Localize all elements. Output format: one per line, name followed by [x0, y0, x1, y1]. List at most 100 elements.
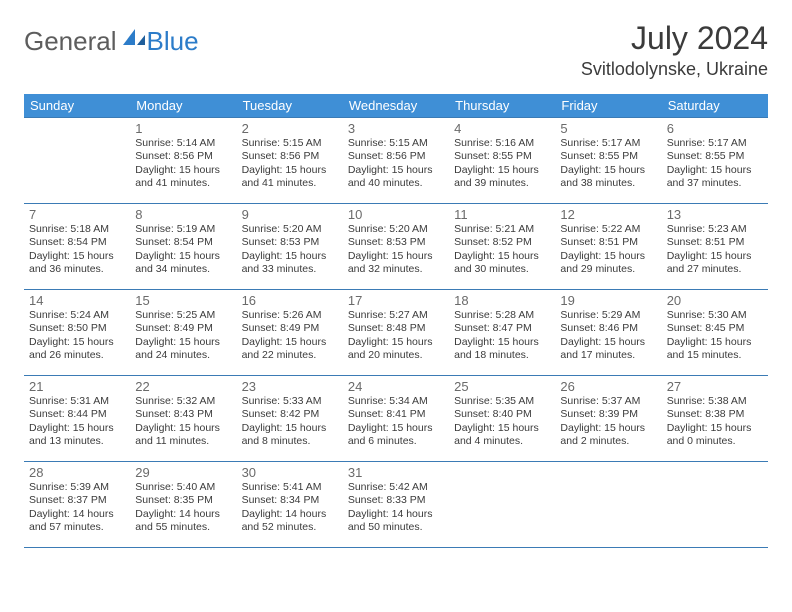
info-line: Daylight: 15 hours — [135, 422, 231, 435]
info-line: Sunrise: 5:42 AM — [348, 481, 444, 494]
day-number: 23 — [242, 379, 338, 394]
info-line: Daylight: 15 hours — [560, 422, 656, 435]
calendar-cell: 20Sunrise: 5:30 AMSunset: 8:45 PMDayligh… — [662, 290, 768, 376]
info-line: Daylight: 15 hours — [135, 250, 231, 263]
info-line: Sunrise: 5:31 AM — [29, 395, 125, 408]
info-line: Sunset: 8:52 PM — [454, 236, 550, 249]
info-line: Sunrise: 5:41 AM — [242, 481, 338, 494]
calendar-cell: 24Sunrise: 5:34 AMSunset: 8:41 PMDayligh… — [343, 376, 449, 462]
info-line: and 41 minutes. — [135, 177, 231, 190]
calendar-cell — [555, 462, 661, 548]
info-line: Sunrise: 5:30 AM — [667, 309, 763, 322]
calendar-table: Sunday Monday Tuesday Wednesday Thursday… — [24, 94, 768, 548]
title-block: July 2024 Svitlodolynske, Ukraine — [581, 20, 768, 80]
weekday-header-row: Sunday Monday Tuesday Wednesday Thursday… — [24, 94, 768, 118]
info-line: and 24 minutes. — [135, 349, 231, 362]
info-line: Sunrise: 5:14 AM — [135, 137, 231, 150]
weekday-header: Saturday — [662, 94, 768, 118]
day-number: 17 — [348, 293, 444, 308]
day-info: Sunrise: 5:23 AMSunset: 8:51 PMDaylight:… — [667, 223, 763, 277]
info-line: and 6 minutes. — [348, 435, 444, 448]
month-title: July 2024 — [581, 20, 768, 57]
info-line: Sunset: 8:34 PM — [242, 494, 338, 507]
info-line: and 26 minutes. — [29, 349, 125, 362]
info-line: Sunrise: 5:19 AM — [135, 223, 231, 236]
calendar-cell: 22Sunrise: 5:32 AMSunset: 8:43 PMDayligh… — [130, 376, 236, 462]
info-line: and 27 minutes. — [667, 263, 763, 276]
day-info: Sunrise: 5:27 AMSunset: 8:48 PMDaylight:… — [348, 309, 444, 363]
info-line: Sunset: 8:35 PM — [135, 494, 231, 507]
day-info: Sunrise: 5:26 AMSunset: 8:49 PMDaylight:… — [242, 309, 338, 363]
day-number: 1 — [135, 121, 231, 136]
calendar-cell: 27Sunrise: 5:38 AMSunset: 8:38 PMDayligh… — [662, 376, 768, 462]
info-line: Sunset: 8:55 PM — [560, 150, 656, 163]
day-number: 27 — [667, 379, 763, 394]
info-line: Daylight: 15 hours — [348, 336, 444, 349]
weekday-header: Tuesday — [237, 94, 343, 118]
info-line: Sunrise: 5:17 AM — [667, 137, 763, 150]
day-number: 16 — [242, 293, 338, 308]
calendar-cell: 4Sunrise: 5:16 AMSunset: 8:55 PMDaylight… — [449, 118, 555, 204]
day-number: 5 — [560, 121, 656, 136]
info-line: Sunset: 8:51 PM — [560, 236, 656, 249]
info-line: Sunset: 8:48 PM — [348, 322, 444, 335]
day-number: 19 — [560, 293, 656, 308]
info-line: Sunrise: 5:26 AM — [242, 309, 338, 322]
info-line: Sunrise: 5:32 AM — [135, 395, 231, 408]
info-line: and 29 minutes. — [560, 263, 656, 276]
info-line: and 30 minutes. — [454, 263, 550, 276]
info-line: and 38 minutes. — [560, 177, 656, 190]
info-line: Sunset: 8:55 PM — [454, 150, 550, 163]
day-info: Sunrise: 5:41 AMSunset: 8:34 PMDaylight:… — [242, 481, 338, 535]
weekday-header: Sunday — [24, 94, 130, 118]
day-number: 30 — [242, 465, 338, 480]
info-line: Daylight: 15 hours — [242, 250, 338, 263]
info-line: Daylight: 15 hours — [242, 336, 338, 349]
day-info: Sunrise: 5:25 AMSunset: 8:49 PMDaylight:… — [135, 309, 231, 363]
info-line: Daylight: 15 hours — [348, 422, 444, 435]
info-line: Sunrise: 5:20 AM — [348, 223, 444, 236]
info-line: Sunrise: 5:24 AM — [29, 309, 125, 322]
weekday-header: Monday — [130, 94, 236, 118]
calendar-cell: 15Sunrise: 5:25 AMSunset: 8:49 PMDayligh… — [130, 290, 236, 376]
info-line: Sunrise: 5:16 AM — [454, 137, 550, 150]
info-line: Sunrise: 5:15 AM — [242, 137, 338, 150]
info-line: Daylight: 15 hours — [454, 164, 550, 177]
info-line: Daylight: 15 hours — [667, 250, 763, 263]
calendar-cell: 28Sunrise: 5:39 AMSunset: 8:37 PMDayligh… — [24, 462, 130, 548]
info-line: Sunrise: 5:37 AM — [560, 395, 656, 408]
info-line: Daylight: 15 hours — [348, 164, 444, 177]
day-number: 9 — [242, 207, 338, 222]
info-line: Daylight: 15 hours — [29, 336, 125, 349]
day-info: Sunrise: 5:20 AMSunset: 8:53 PMDaylight:… — [242, 223, 338, 277]
info-line: and 34 minutes. — [135, 263, 231, 276]
info-line: Sunrise: 5:21 AM — [454, 223, 550, 236]
day-number: 22 — [135, 379, 231, 394]
calendar-cell: 26Sunrise: 5:37 AMSunset: 8:39 PMDayligh… — [555, 376, 661, 462]
day-info: Sunrise: 5:42 AMSunset: 8:33 PMDaylight:… — [348, 481, 444, 535]
info-line: and 0 minutes. — [667, 435, 763, 448]
info-line: Sunrise: 5:27 AM — [348, 309, 444, 322]
day-number: 10 — [348, 207, 444, 222]
day-info: Sunrise: 5:32 AMSunset: 8:43 PMDaylight:… — [135, 395, 231, 449]
info-line: Sunrise: 5:22 AM — [560, 223, 656, 236]
calendar-cell: 19Sunrise: 5:29 AMSunset: 8:46 PMDayligh… — [555, 290, 661, 376]
info-line: Sunset: 8:47 PM — [454, 322, 550, 335]
info-line: Sunset: 8:40 PM — [454, 408, 550, 421]
day-info: Sunrise: 5:21 AMSunset: 8:52 PMDaylight:… — [454, 223, 550, 277]
info-line: Daylight: 15 hours — [560, 164, 656, 177]
info-line: Daylight: 15 hours — [29, 422, 125, 435]
calendar-row: 28Sunrise: 5:39 AMSunset: 8:37 PMDayligh… — [24, 462, 768, 548]
info-line: Sunrise: 5:25 AM — [135, 309, 231, 322]
calendar-cell: 12Sunrise: 5:22 AMSunset: 8:51 PMDayligh… — [555, 204, 661, 290]
day-number: 21 — [29, 379, 125, 394]
day-number: 11 — [454, 207, 550, 222]
info-line: Sunrise: 5:23 AM — [667, 223, 763, 236]
day-info: Sunrise: 5:20 AMSunset: 8:53 PMDaylight:… — [348, 223, 444, 277]
info-line: Sunrise: 5:40 AM — [135, 481, 231, 494]
info-line: Sunrise: 5:28 AM — [454, 309, 550, 322]
calendar-cell: 18Sunrise: 5:28 AMSunset: 8:47 PMDayligh… — [449, 290, 555, 376]
info-line: Sunset: 8:56 PM — [135, 150, 231, 163]
info-line: Sunset: 8:54 PM — [29, 236, 125, 249]
calendar-cell: 17Sunrise: 5:27 AMSunset: 8:48 PMDayligh… — [343, 290, 449, 376]
